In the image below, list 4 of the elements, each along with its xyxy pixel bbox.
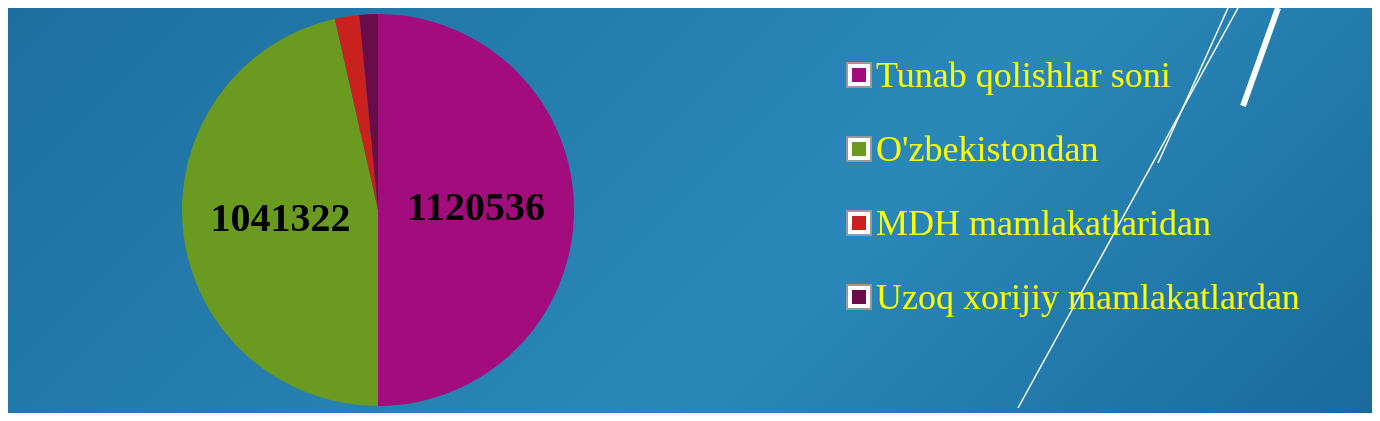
data-label: 1041322: [210, 195, 351, 241]
legend-label: O'zbekistondan: [876, 128, 1099, 170]
legend-label: Tunab qolishlar soni: [876, 54, 1171, 96]
data-label: 1120536: [407, 184, 545, 230]
